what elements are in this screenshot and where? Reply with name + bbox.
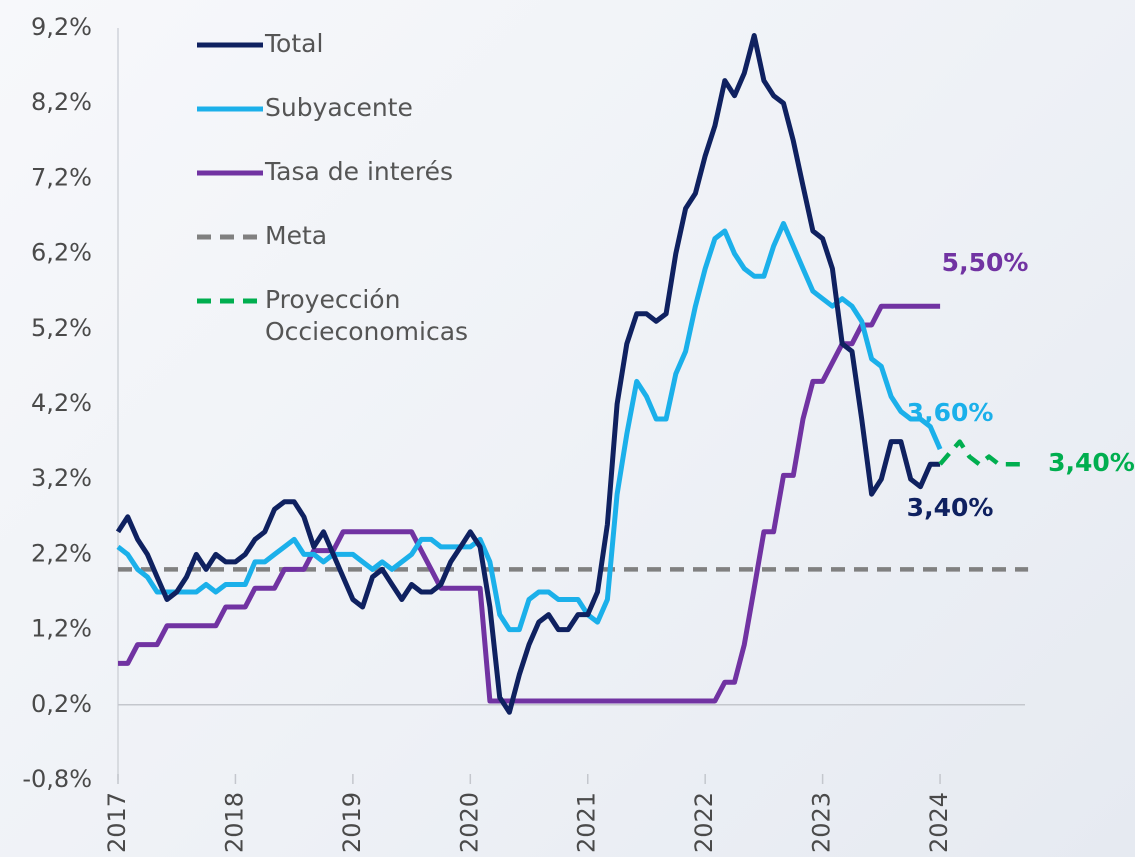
legend-swatch [197, 170, 263, 176]
legend-label: Total [265, 29, 324, 58]
y-tick-label: 0,2% [31, 690, 92, 718]
end-label: 5,50% [942, 248, 1029, 277]
x-tick-label: 2022 [690, 792, 718, 853]
x-tick-label: 2018 [220, 792, 248, 853]
legend-item: Subyacente [195, 92, 535, 156]
legend-item: Meta [195, 220, 535, 284]
y-tick-label: 5,2% [31, 314, 92, 342]
x-tick-label: 2021 [573, 792, 601, 853]
series-line [115, 33, 941, 715]
legend-swatch [197, 234, 263, 240]
end-label: 3,40% [1048, 448, 1135, 477]
x-tick-label: 2019 [338, 792, 366, 853]
legend-item: Total [195, 28, 535, 92]
y-tick-label: 9,2% [31, 13, 92, 41]
y-tick-label: 6,2% [31, 239, 92, 267]
legend-label: Subyacente [265, 93, 413, 122]
y-tick-label: 2,2% [31, 539, 92, 567]
legend-label: Proyección Occieconomicas [265, 285, 469, 346]
legend: Total Subyacente Tasa de interés Meta Proyec… [195, 28, 535, 348]
series-line [116, 221, 943, 633]
legend-label: Meta [265, 221, 328, 250]
y-tick-label: 3,2% [31, 464, 92, 492]
y-tick-label: 1,2% [31, 615, 92, 643]
legend-label: Tasa de interés [265, 157, 454, 186]
end-label: 3,60% [907, 398, 994, 427]
legend-swatch [197, 106, 263, 112]
end-label: 3,40% [907, 493, 994, 522]
y-tick-label: 7,2% [31, 163, 92, 191]
x-tick-label: 2017 [103, 792, 131, 853]
legend-swatch [197, 298, 263, 304]
y-tick-label: -0,8% [22, 765, 92, 793]
y-tick-label: 4,2% [31, 389, 92, 417]
series-line [938, 439, 1029, 467]
legend-item: Tasa de interés [195, 156, 535, 220]
legend-swatch [197, 42, 263, 48]
x-tick-label: 2024 [925, 792, 953, 853]
series-line [118, 303, 941, 704]
x-tick-label: 2023 [808, 792, 836, 853]
legend-item: Proyección Occieconomicas [195, 284, 535, 348]
x-tick-label: 2020 [455, 792, 483, 853]
y-tick-label: 8,2% [31, 88, 92, 116]
